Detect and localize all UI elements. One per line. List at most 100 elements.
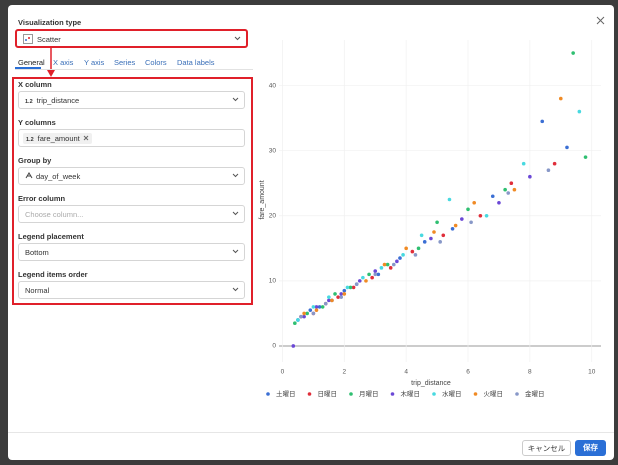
close-button[interactable] xyxy=(596,16,605,25)
point xyxy=(413,253,418,257)
point xyxy=(379,266,384,270)
point xyxy=(571,51,575,55)
field-label: Legend placement xyxy=(18,232,84,241)
field-label: Error column xyxy=(18,194,66,203)
y-axis-label: fare_amount xyxy=(259,180,266,219)
point xyxy=(382,262,387,267)
field-value: trip_distance xyxy=(36,96,80,105)
point xyxy=(546,168,551,173)
tab[interactable]: Colors xyxy=(145,58,167,67)
chevron xyxy=(232,173,239,178)
point xyxy=(327,298,331,303)
point xyxy=(327,295,331,299)
point xyxy=(419,233,424,238)
point xyxy=(376,272,381,277)
y-tick-label: 40 xyxy=(269,82,277,89)
point xyxy=(323,301,328,306)
remove-chip[interactable] xyxy=(83,135,89,141)
point xyxy=(357,279,362,283)
tab[interactable]: General xyxy=(18,58,45,67)
point xyxy=(370,275,374,280)
point xyxy=(416,246,421,251)
point xyxy=(540,119,545,124)
point xyxy=(361,275,365,280)
placeholder: Choose column... xyxy=(25,210,84,219)
scatter-icon xyxy=(23,34,33,44)
point xyxy=(339,295,344,299)
point xyxy=(317,305,322,309)
category-icon xyxy=(25,172,33,179)
footer-border xyxy=(8,432,614,433)
point xyxy=(291,344,296,348)
save-button[interactable]: 保存 xyxy=(575,440,606,456)
point xyxy=(296,318,300,322)
y-columns-select[interactable]: 1.2 fare_amount xyxy=(18,129,245,147)
y-tick-label: 30 xyxy=(269,147,277,154)
legend-label: 木曜日 xyxy=(401,389,421,398)
point xyxy=(345,285,350,290)
legend-marker xyxy=(515,392,519,396)
point xyxy=(320,305,325,309)
highlight-box xyxy=(12,77,253,305)
tab[interactable]: X axis xyxy=(53,58,74,67)
point xyxy=(373,269,378,273)
point xyxy=(342,292,347,296)
point xyxy=(302,311,306,316)
point xyxy=(552,161,557,166)
x-tick-label: 8 xyxy=(528,369,532,376)
error-column-select[interactable]: Choose column... xyxy=(18,205,245,223)
legend-label: 金曜日 xyxy=(525,389,545,398)
type-value: Scatter xyxy=(37,35,61,44)
tab[interactable]: Series xyxy=(114,58,136,67)
point xyxy=(410,249,415,254)
field-value: Normal xyxy=(25,286,50,295)
point xyxy=(460,217,464,221)
legend-label: 日曜日 xyxy=(318,390,338,398)
point xyxy=(385,262,390,267)
chevron xyxy=(232,97,239,102)
point xyxy=(453,223,458,228)
group-by-select[interactable]: day_of_week xyxy=(18,167,245,185)
point xyxy=(388,266,393,270)
field-label: Legend items order xyxy=(18,270,88,279)
chevron xyxy=(232,211,239,216)
field-label: X column xyxy=(18,80,52,89)
point xyxy=(469,220,473,225)
dialog xyxy=(8,5,614,460)
point xyxy=(490,194,495,199)
point xyxy=(558,96,563,101)
point xyxy=(311,311,316,316)
tab[interactable]: Data labels xyxy=(177,58,215,67)
point xyxy=(429,236,433,241)
legend-label: 水曜日 xyxy=(442,389,462,398)
point xyxy=(354,282,359,286)
point xyxy=(565,145,569,150)
type-icon: 1.2 xyxy=(25,99,33,105)
legend-marker xyxy=(307,392,312,396)
point xyxy=(395,259,399,264)
x-tick-label: 6 xyxy=(466,369,470,376)
tab-border xyxy=(15,69,253,70)
point xyxy=(512,187,517,192)
point xyxy=(484,213,489,218)
x-column-select[interactable]: 1.2 trip_distance xyxy=(18,91,245,109)
point xyxy=(342,288,347,293)
point xyxy=(441,233,446,238)
point xyxy=(308,308,313,312)
legend-label: 月曜日 xyxy=(359,390,379,398)
tab[interactable]: Y axis xyxy=(84,58,105,67)
chevron xyxy=(234,36,241,41)
point xyxy=(339,292,344,296)
point xyxy=(373,272,378,277)
x-tick-label: 2 xyxy=(343,369,347,376)
point xyxy=(422,240,427,244)
field-value: Bottom xyxy=(25,248,49,257)
y-tick-label: 0 xyxy=(272,343,276,350)
cancel-button[interactable]: キャンセル xyxy=(522,440,571,456)
point xyxy=(404,246,408,251)
point xyxy=(314,305,319,309)
type-select[interactable]: Scatter xyxy=(15,29,248,48)
legend-order-select[interactable]: Normal xyxy=(18,281,245,299)
legend-placement-select[interactable]: Bottom xyxy=(18,243,245,261)
